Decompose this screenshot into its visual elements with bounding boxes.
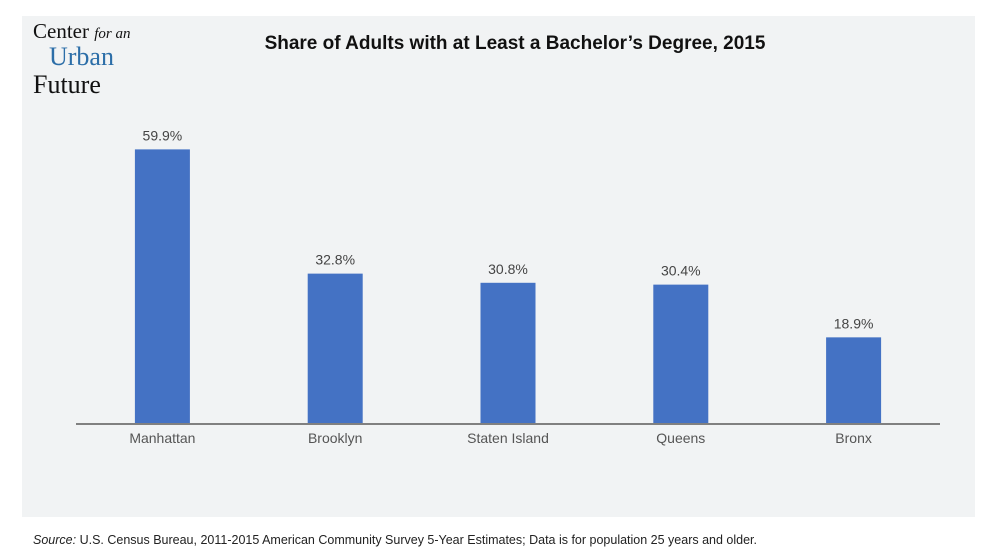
bar (134, 149, 190, 425)
source-note: Source: U.S. Census Bureau, 2011-2015 Am… (33, 533, 757, 547)
bar (307, 273, 363, 424)
x-tick-label: Brooklyn (308, 430, 362, 446)
data-label: 32.8% (315, 252, 355, 268)
bar (826, 337, 882, 424)
data-label: 30.4% (661, 263, 701, 279)
data-label: 30.8% (488, 261, 528, 277)
logo-line2: Urban (49, 41, 114, 71)
logo-line3: Future (33, 69, 101, 99)
data-label: 59.9% (143, 127, 183, 143)
logo-line1-small: for an (94, 26, 131, 42)
bar (653, 284, 709, 424)
x-tick-label: Manhattan (129, 430, 195, 446)
center-for-urban-future-logo: Center for an Urban Future (33, 20, 131, 99)
chart-title: Share of Adults with at Least a Bachelor… (264, 33, 766, 54)
x-tick-label: Queens (656, 430, 705, 446)
logo-line1: Center (33, 19, 89, 43)
source-label: Source: (33, 533, 77, 547)
source-text: U.S. Census Bureau, 2011-2015 American C… (76, 533, 758, 547)
bar (480, 282, 536, 424)
x-tick-label: Staten Island (467, 430, 549, 446)
x-tick-label: Bronx (835, 430, 872, 446)
data-label: 18.9% (834, 315, 874, 331)
